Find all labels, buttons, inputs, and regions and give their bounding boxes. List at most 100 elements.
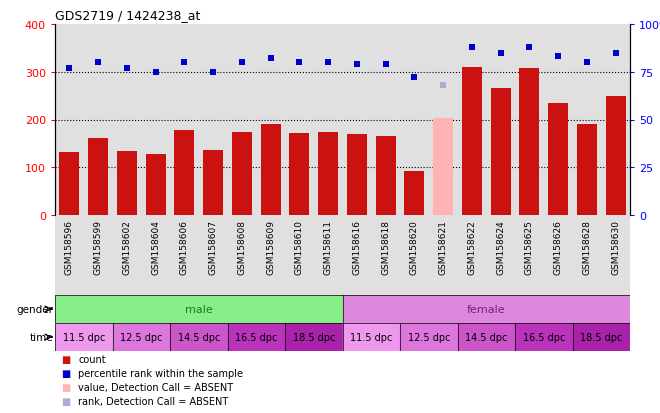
Bar	[490, 89, 511, 216]
Bar	[256, 216, 285, 295]
Bar	[515, 216, 544, 295]
Text: time: time	[30, 332, 53, 342]
Text: GSM158610: GSM158610	[295, 219, 304, 274]
Bar	[601, 25, 630, 216]
Bar	[606, 96, 626, 216]
Bar	[515, 25, 544, 216]
Bar	[544, 25, 572, 216]
Bar	[457, 323, 515, 351]
Bar	[314, 25, 343, 216]
Bar	[228, 25, 256, 216]
Bar	[400, 216, 429, 295]
Bar	[429, 25, 457, 216]
Bar	[572, 323, 630, 351]
Text: ■: ■	[61, 382, 71, 392]
Bar	[486, 216, 515, 295]
Text: GSM158628: GSM158628	[582, 219, 591, 274]
Text: GSM158611: GSM158611	[323, 219, 333, 274]
Text: GSM158604: GSM158604	[151, 219, 160, 274]
Bar	[519, 69, 539, 216]
Bar	[346, 135, 367, 216]
Text: GSM158621: GSM158621	[439, 219, 447, 274]
Text: rank, Detection Call = ABSENT: rank, Detection Call = ABSENT	[78, 396, 228, 406]
Bar	[572, 216, 601, 295]
Bar	[400, 25, 429, 216]
Bar	[429, 216, 457, 295]
Text: GSM158606: GSM158606	[180, 219, 189, 274]
Text: percentile rank within the sample: percentile rank within the sample	[78, 368, 243, 378]
Bar	[261, 125, 280, 216]
Text: GSM158630: GSM158630	[611, 219, 620, 274]
Text: gender: gender	[16, 304, 53, 314]
Text: female: female	[467, 304, 506, 314]
Text: ■: ■	[61, 354, 71, 364]
Text: GSM158618: GSM158618	[381, 219, 390, 274]
Text: GSM158625: GSM158625	[525, 219, 534, 274]
Bar	[405, 172, 424, 216]
Bar	[141, 25, 170, 216]
Bar	[84, 25, 112, 216]
Text: 16.5 dpc: 16.5 dpc	[523, 332, 565, 342]
Bar	[112, 216, 141, 295]
Bar	[376, 136, 396, 216]
Bar	[314, 216, 343, 295]
Text: ■: ■	[61, 396, 71, 406]
Bar	[289, 133, 310, 216]
Bar	[112, 25, 141, 216]
Bar	[572, 25, 601, 216]
Bar	[462, 68, 482, 216]
Bar	[433, 119, 453, 216]
Bar	[285, 25, 314, 216]
Text: 14.5 dpc: 14.5 dpc	[465, 332, 508, 342]
Bar	[457, 216, 486, 295]
Text: GSM158608: GSM158608	[238, 219, 246, 274]
Bar	[515, 323, 572, 351]
Bar	[601, 216, 630, 295]
Bar	[55, 216, 84, 295]
Bar	[170, 25, 199, 216]
Text: GSM158626: GSM158626	[554, 219, 562, 274]
Bar	[117, 152, 137, 216]
Bar	[141, 216, 170, 295]
Bar	[400, 323, 457, 351]
Text: count: count	[78, 354, 106, 364]
Bar	[285, 323, 343, 351]
Bar	[318, 133, 338, 216]
Bar	[457, 25, 486, 216]
Bar	[577, 125, 597, 216]
Bar	[544, 216, 572, 295]
Bar	[170, 216, 199, 295]
Text: GSM158596: GSM158596	[65, 219, 74, 274]
Text: 11.5 dpc: 11.5 dpc	[350, 332, 393, 342]
Bar	[55, 25, 84, 216]
Bar	[146, 154, 166, 216]
Text: GSM158624: GSM158624	[496, 219, 505, 274]
Bar	[256, 25, 285, 216]
Text: GSM158599: GSM158599	[94, 219, 102, 274]
Text: GDS2719 / 1424238_at: GDS2719 / 1424238_at	[55, 9, 201, 22]
Bar	[59, 152, 79, 216]
Bar	[343, 295, 630, 323]
Bar	[55, 323, 112, 351]
Bar	[548, 104, 568, 216]
Bar	[84, 216, 112, 295]
Bar	[343, 216, 371, 295]
Bar	[343, 323, 400, 351]
Bar	[486, 25, 515, 216]
Text: 16.5 dpc: 16.5 dpc	[235, 332, 277, 342]
Bar	[203, 151, 223, 216]
Text: male: male	[185, 304, 213, 314]
Text: ■: ■	[61, 368, 71, 378]
Bar	[228, 323, 285, 351]
Text: 12.5 dpc: 12.5 dpc	[407, 332, 450, 342]
Bar	[88, 138, 108, 216]
Bar	[199, 25, 228, 216]
Text: GSM158609: GSM158609	[266, 219, 275, 274]
Bar	[371, 25, 400, 216]
Text: 14.5 dpc: 14.5 dpc	[178, 332, 220, 342]
Text: GSM158620: GSM158620	[410, 219, 419, 274]
Text: GSM158616: GSM158616	[352, 219, 362, 274]
Text: GSM158622: GSM158622	[467, 219, 477, 274]
Bar	[285, 216, 314, 295]
Text: GSM158607: GSM158607	[209, 219, 218, 274]
